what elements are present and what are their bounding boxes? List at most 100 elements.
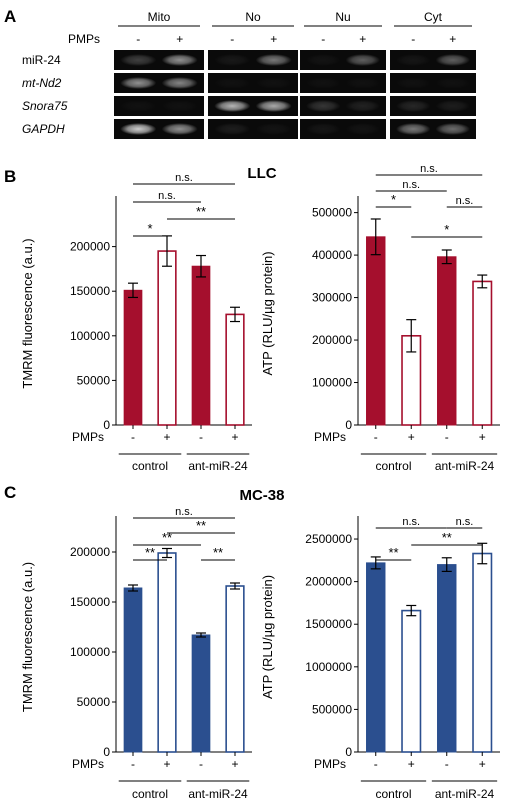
significance-label: * <box>391 192 396 207</box>
significance-label: ** <box>145 545 155 560</box>
gel-band <box>214 77 250 89</box>
gel-band <box>396 54 431 66</box>
chart-c-left-tmrm: 0 50000 100000 150000 200000 TMRM fluorescenc… <box>20 506 252 801</box>
bar <box>437 256 457 426</box>
gel-band <box>214 54 251 66</box>
bar <box>225 585 245 753</box>
gel-band <box>396 100 431 112</box>
group-label: control <box>132 459 168 473</box>
significance-label: ** <box>162 530 172 545</box>
gel-band <box>162 100 198 112</box>
group-label: ant-miR-24 <box>435 459 495 473</box>
gel-band <box>161 123 198 135</box>
significance-label: n.s. <box>402 179 420 191</box>
gel-band <box>120 77 157 89</box>
y-tick-label: 0 <box>345 418 352 432</box>
y-tick-label: 400000 <box>312 248 352 262</box>
y-tick-label: 100000 <box>70 645 110 659</box>
y-tick-label: 150000 <box>70 284 110 298</box>
gel-band <box>306 54 341 66</box>
gel-band <box>120 100 156 112</box>
pmps-sign: + <box>231 757 238 771</box>
significance-label: ** <box>213 545 223 560</box>
group-label: ant-miR-24 <box>188 459 248 473</box>
gel-band <box>345 100 380 112</box>
gel-lane-block <box>208 73 298 93</box>
chart-b-right-atp: 0 100000 200000 300000 400000 500000 ATP (RLU/… <box>260 163 500 473</box>
chart-c-right-atp: 0 500000 1000000 1500000 2000000 2500000 ATP (… <box>260 516 500 801</box>
y-axis-label: ATP (RLU/µg protein) <box>260 575 275 699</box>
gel-band <box>161 54 198 66</box>
pmps-label: PMPs <box>68 32 100 46</box>
pmps-sign: - <box>199 757 203 771</box>
y-tick-label: 2000000 <box>305 575 352 589</box>
pmps-sign: - <box>136 32 140 46</box>
significance-label: ** <box>196 518 206 533</box>
significance-label: n.s. <box>175 172 193 184</box>
gel-band <box>255 54 292 66</box>
bar <box>157 250 177 426</box>
y-tick-label: 200000 <box>70 240 110 254</box>
gel-band <box>306 77 340 89</box>
gel-band <box>346 77 380 89</box>
gel-row-label: miR-24 <box>22 53 61 67</box>
y-tick-label: 200000 <box>70 545 110 559</box>
pmps-label: PMPs <box>72 430 104 444</box>
y-tick-label: 0 <box>103 418 110 432</box>
significance-label: * <box>444 222 449 237</box>
gel-band <box>345 123 380 135</box>
pmps-sign: - <box>445 757 449 771</box>
pmps-sign: + <box>270 32 277 46</box>
gel-panel-a: Mito- +No- +Nu- +Cyt- +PMPsmiR-24mt-Nd2Snora… <box>22 10 476 139</box>
bar <box>366 236 386 426</box>
significance-label: n.s. <box>402 516 420 528</box>
bar <box>401 609 422 753</box>
bar <box>366 562 386 753</box>
significance-label: n.s. <box>175 506 193 518</box>
bar <box>157 552 177 753</box>
y-tick-label: 300000 <box>312 291 352 305</box>
pmps-sign: - <box>411 32 415 46</box>
pmps-sign: - <box>131 757 135 771</box>
pmps-sign: - <box>230 32 234 46</box>
pmps-sign: - <box>321 32 325 46</box>
significance-label: ** <box>388 545 398 560</box>
pmps-sign: - <box>374 757 378 771</box>
gel-band <box>306 100 341 112</box>
pmps-sign: - <box>199 430 203 444</box>
group-label: control <box>375 459 411 473</box>
gel-lane-block <box>390 73 476 93</box>
y-tick-label: 150000 <box>70 595 110 609</box>
gel-band <box>345 54 380 66</box>
gel-band <box>396 77 430 89</box>
bar <box>225 313 245 426</box>
group-label: control <box>132 787 168 801</box>
y-tick-label: 1500000 <box>305 617 352 631</box>
y-tick-label: 500000 <box>312 702 352 716</box>
significance-label: ** <box>196 204 206 219</box>
y-tick-label: 500000 <box>312 206 352 220</box>
gel-band <box>161 77 198 89</box>
bar <box>472 552 493 753</box>
pmps-sign: + <box>359 32 366 46</box>
y-tick-label: 1000000 <box>305 660 352 674</box>
gel-band <box>120 54 157 66</box>
panel-b-title: LLC <box>247 165 276 182</box>
y-tick-label: 200000 <box>312 333 352 347</box>
pmps-sign: + <box>408 430 415 444</box>
panel-b-letter: B <box>4 167 16 186</box>
bar <box>191 634 211 753</box>
group-label: control <box>375 787 411 801</box>
y-tick-label: 50000 <box>77 373 111 387</box>
gel-band <box>396 123 431 135</box>
panel-a-letter: A <box>4 7 16 26</box>
y-axis-label: ATP (RLU/µg protein) <box>260 251 275 375</box>
bar <box>437 564 457 753</box>
y-tick-label: 2500000 <box>305 532 352 546</box>
significance-label: * <box>147 221 152 236</box>
y-tick-label: 0 <box>345 745 352 759</box>
panel-c-letter: C <box>4 483 16 502</box>
pmps-sign: - <box>374 430 378 444</box>
pmps-sign: + <box>231 430 238 444</box>
